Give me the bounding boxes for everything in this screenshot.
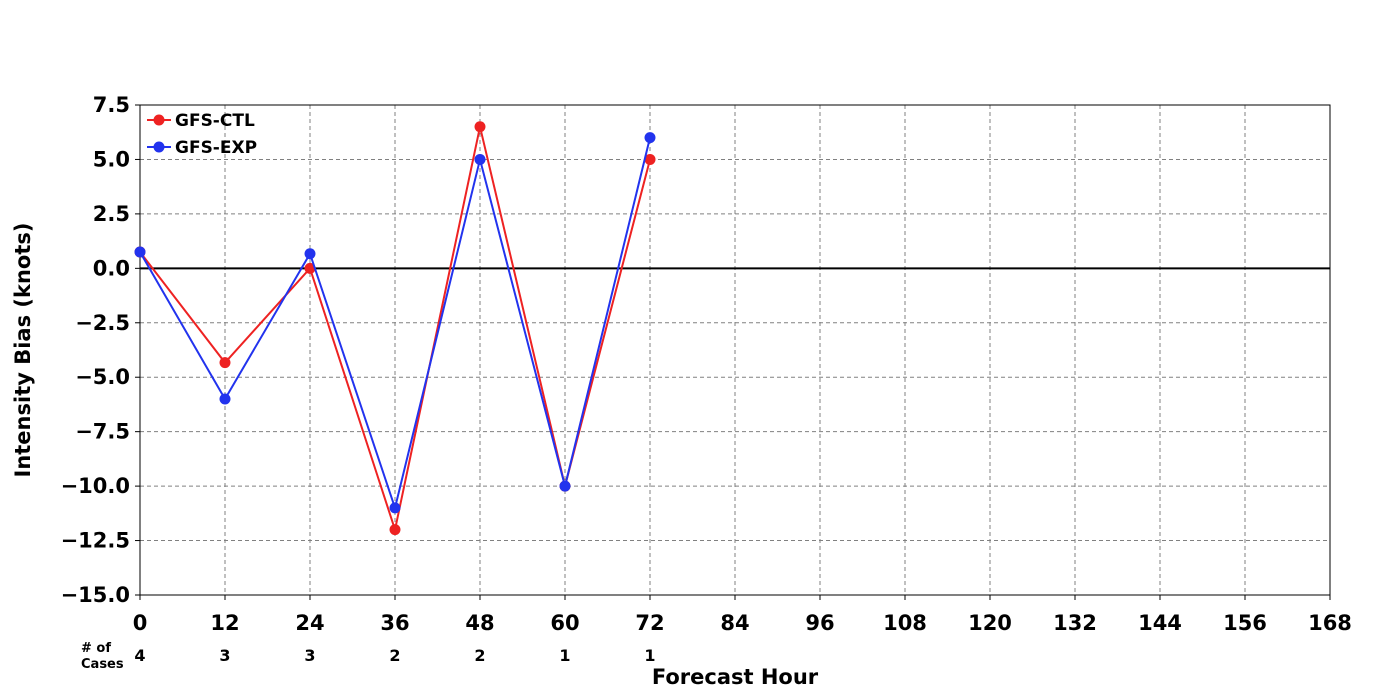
- x-tick-label: 0: [133, 611, 148, 635]
- cases-label-line2: Cases: [81, 657, 124, 672]
- x-axis-title: Forecast Hour: [652, 665, 819, 689]
- legend-label: GFS-CTL: [175, 111, 255, 131]
- x-tick-label: 12: [210, 611, 239, 635]
- y-tick-label: −5.0: [75, 365, 130, 389]
- data-point: [219, 393, 231, 405]
- y-tick-label: −15.0: [61, 583, 130, 607]
- cases-value: 4: [134, 646, 145, 665]
- y-tick-labels: 7.5 5.0 2.5 0.0 −2.5 −5.0 −7.5 −10.0 −12.5 −15.0: [61, 93, 140, 607]
- x-tick-label: 132: [1053, 611, 1097, 635]
- cases-value: 3: [219, 646, 230, 665]
- x-tick-label: 84: [720, 611, 749, 635]
- x-tick-label: 156: [1223, 611, 1267, 635]
- x-tick-label: 144: [1138, 611, 1182, 635]
- x-tick-label: 48: [465, 611, 494, 635]
- cases-label-line1: # of: [81, 641, 111, 656]
- x-tick-label: 36: [380, 611, 409, 635]
- data-point: [474, 121, 486, 133]
- y-tick-label: 5.0: [93, 147, 130, 171]
- data-point: [304, 262, 316, 274]
- data-point: [304, 248, 316, 260]
- data-point: [134, 246, 146, 258]
- y-tick-label: 0.0: [93, 256, 130, 280]
- y-tick-label: −12.5: [61, 529, 130, 553]
- data-point: [644, 153, 656, 165]
- series-gfs-exp: [134, 132, 656, 514]
- x-tick-label: 108: [883, 611, 927, 635]
- y-tick-label: −10.0: [61, 474, 130, 498]
- x-tick-label: 120: [968, 611, 1012, 635]
- legend: GFS-CTL GFS-EXP: [147, 111, 257, 158]
- y-axis-title: Intensity Bias (knots): [11, 223, 35, 478]
- grid-lines: [140, 105, 1330, 595]
- x-tick-label: 60: [550, 611, 579, 635]
- y-tick-label: 7.5: [93, 93, 130, 117]
- legend-swatch-marker: [153, 114, 165, 126]
- series-layer: [134, 121, 656, 536]
- data-point: [644, 132, 656, 144]
- x-tick-labels: 0 12 24 36 48 60 72 84 96 108 120 132 144 156 168: [133, 595, 1352, 635]
- cases-value: 2: [474, 646, 485, 665]
- legend-label: GFS-EXP: [175, 138, 257, 158]
- cases-value: 3: [304, 646, 315, 665]
- y-tick-label: −2.5: [75, 311, 130, 335]
- x-tick-label: 24: [295, 611, 324, 635]
- x-tick-label: 168: [1308, 611, 1352, 635]
- data-point: [559, 480, 571, 492]
- data-point: [219, 357, 231, 369]
- data-point: [474, 153, 486, 165]
- cases-row: # of Cases 4 3 3 2 2 1 1: [81, 641, 656, 672]
- data-point: [389, 502, 401, 514]
- y-tick-label: 2.5: [93, 202, 130, 226]
- x-tick-label: 72: [635, 611, 664, 635]
- cases-value: 1: [644, 646, 655, 665]
- legend-swatch-marker: [153, 141, 165, 153]
- y-tick-label: −7.5: [75, 420, 130, 444]
- x-tick-label: 96: [805, 611, 834, 635]
- cases-value: 1: [559, 646, 570, 665]
- cases-value: 2: [389, 646, 400, 665]
- data-point: [389, 524, 401, 536]
